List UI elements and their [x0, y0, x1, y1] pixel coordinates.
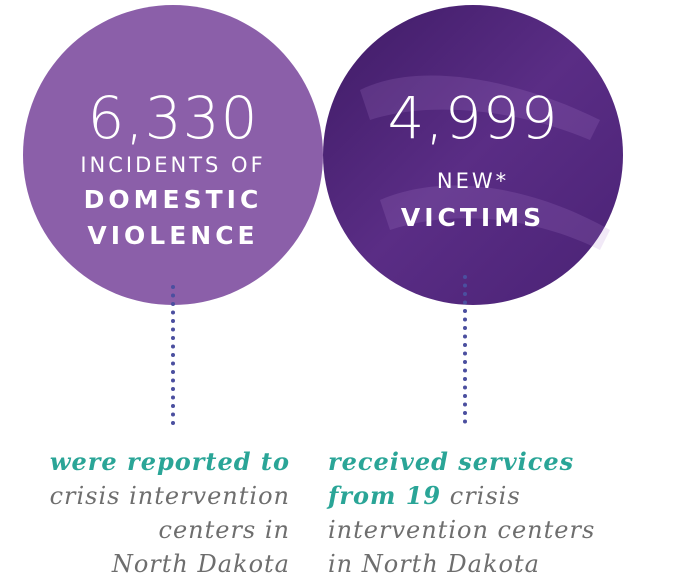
dot	[171, 370, 175, 374]
stat-label: INCIDENTS OF	[80, 153, 265, 177]
dot	[463, 326, 467, 330]
caption-line: crisis intervention	[50, 482, 290, 510]
caption-text: crisis intervention	[50, 482, 290, 510]
stat-number: 4,999	[387, 84, 558, 152]
caption-line: intervention centers	[328, 516, 595, 544]
dot	[171, 319, 175, 323]
stat-label: DOMESTIC	[84, 185, 263, 214]
dot	[463, 275, 467, 279]
dot	[463, 292, 467, 296]
dot	[463, 368, 467, 373]
dot	[171, 412, 175, 417]
dot	[171, 353, 175, 357]
dot	[463, 385, 467, 390]
caption-text: were reported to	[50, 447, 290, 476]
stat-label: VICTIMS	[401, 203, 545, 232]
left-circle	[23, 5, 323, 305]
caption-text: crisis	[441, 482, 521, 510]
caption-text: in North Dakota	[328, 550, 540, 578]
dot	[463, 334, 467, 339]
dot	[171, 327, 175, 332]
dot	[463, 419, 467, 424]
dot	[171, 387, 175, 391]
dot	[171, 285, 175, 289]
dot	[171, 421, 175, 425]
dot	[463, 300, 467, 305]
dot	[171, 293, 175, 298]
caption-text: from 19	[326, 481, 441, 510]
texture	[360, 75, 610, 250]
dot	[463, 317, 467, 322]
caption-line: centers in	[159, 516, 291, 544]
stat-label: VIOLENCE	[87, 221, 258, 250]
dot	[463, 360, 467, 364]
caption-line: received services	[328, 447, 574, 476]
dot	[463, 411, 467, 415]
dot	[171, 302, 175, 306]
dot	[171, 310, 175, 315]
caption-text: North Dakota	[111, 550, 290, 578]
dot	[463, 309, 467, 313]
dot	[171, 344, 175, 349]
dot	[171, 336, 175, 340]
right-circle	[323, 5, 623, 305]
dot	[463, 351, 467, 356]
dot	[171, 378, 175, 383]
caption-text: centers in	[159, 516, 291, 544]
stat-label: NEW*	[437, 169, 509, 193]
dot	[171, 361, 175, 366]
dot	[463, 394, 467, 398]
caption-text: intervention centers	[328, 516, 595, 544]
caption-line: North Dakota	[111, 550, 290, 578]
caption-line: from 19 crisis	[326, 481, 521, 510]
dot	[463, 343, 467, 347]
caption-line: were reported to	[50, 447, 290, 476]
stat-number: 6,330	[87, 84, 258, 152]
caption-line: in North Dakota	[328, 550, 540, 578]
dot	[171, 395, 175, 400]
dot	[463, 402, 467, 407]
caption-text: received services	[328, 447, 574, 476]
dot	[171, 404, 175, 408]
dot	[463, 377, 467, 381]
dot	[463, 283, 467, 288]
